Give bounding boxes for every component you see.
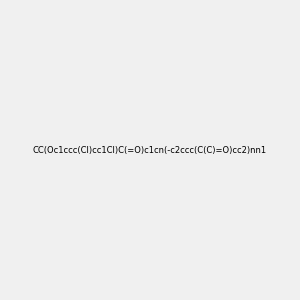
Text: CC(Oc1ccc(Cl)cc1Cl)C(=O)c1cn(-c2ccc(C(C)=O)cc2)nn1: CC(Oc1ccc(Cl)cc1Cl)C(=O)c1cn(-c2ccc(C(C)…	[33, 146, 267, 154]
